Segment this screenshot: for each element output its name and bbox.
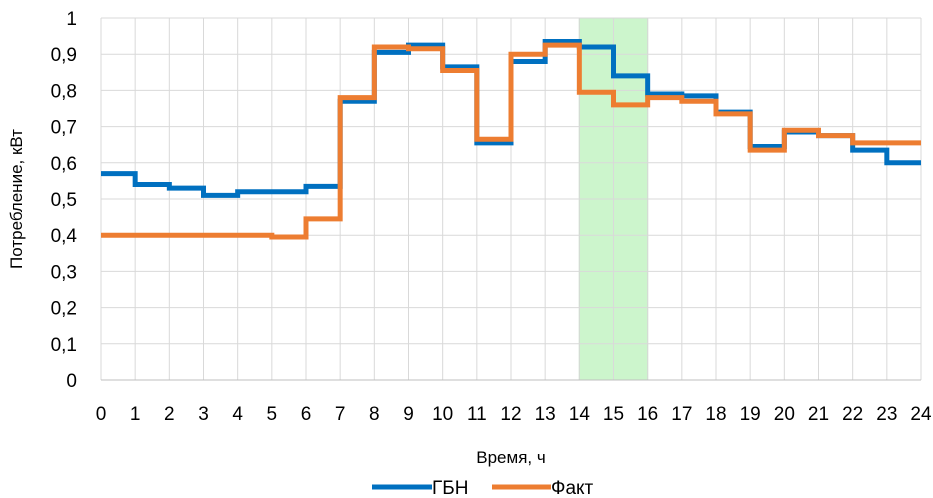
x-tick-label: 7	[335, 404, 346, 425]
y-axis-ticks: 0 0,1 0,2 0,3 0,4 0,5 0,6 0,7 0,8 0,9 1	[51, 9, 78, 392]
x-tick-label: 5	[267, 404, 278, 425]
x-tick-label: 13	[535, 404, 556, 425]
x-tick-label: 8	[369, 404, 380, 425]
y-tick-label: 0,9	[51, 45, 77, 66]
y-tick-label: 1	[66, 9, 77, 30]
x-tick-label: 3	[198, 404, 209, 425]
legend-label: ГБН	[432, 478, 468, 498]
x-tick-label: 1	[130, 404, 141, 425]
x-tick-label: 24	[910, 404, 932, 425]
y-tick-label: 0,2	[51, 299, 77, 320]
y-tick-label: 0,6	[51, 154, 77, 175]
y-tick-label: 0,5	[51, 190, 77, 211]
x-tick-label: 14	[569, 404, 591, 425]
x-tick-label: 22	[842, 404, 863, 425]
y-tick-label: 0,7	[51, 118, 77, 139]
x-tick-label: 2	[164, 404, 175, 425]
x-tick-label: 6	[301, 404, 312, 425]
x-tick-label: 21	[808, 404, 829, 425]
x-tick-label: 19	[740, 404, 761, 425]
x-tick-label: 0	[96, 404, 107, 425]
y-tick-label: 0,8	[51, 81, 77, 102]
y-tick-label: 0,4	[51, 226, 78, 247]
x-tick-label: 20	[774, 404, 795, 425]
y-tick-label: 0,1	[51, 335, 77, 356]
series-lines	[101, 39, 921, 240]
series-line-2	[101, 42, 921, 240]
x-tick-label: 10	[432, 404, 453, 425]
x-tick-label: 4	[232, 404, 243, 425]
x-tick-label: 18	[705, 404, 726, 425]
x-axis-ticks: 0 1 2 3 4 5 6 7 8 9 10 11 12 13 14 15 16 17 18 19 20 21 22 23 24	[96, 404, 932, 425]
legend-label: Факт	[551, 478, 594, 498]
x-tick-label: 23	[876, 404, 897, 425]
legend: ГБН Факт	[372, 478, 594, 498]
x-tick-label: 17	[671, 404, 692, 425]
x-tick-label: 9	[403, 404, 414, 425]
x-tick-label: 11	[467, 404, 487, 425]
y-tick-label: 0,3	[51, 262, 77, 283]
x-tick-label: 16	[637, 404, 658, 425]
y-tick-label: 0	[66, 371, 77, 392]
y-axis-title: Потребление, кВт	[7, 129, 26, 269]
x-tick-label: 15	[603, 404, 624, 425]
x-axis-title: Время, ч	[476, 448, 545, 467]
x-tick-label: 12	[500, 404, 521, 425]
